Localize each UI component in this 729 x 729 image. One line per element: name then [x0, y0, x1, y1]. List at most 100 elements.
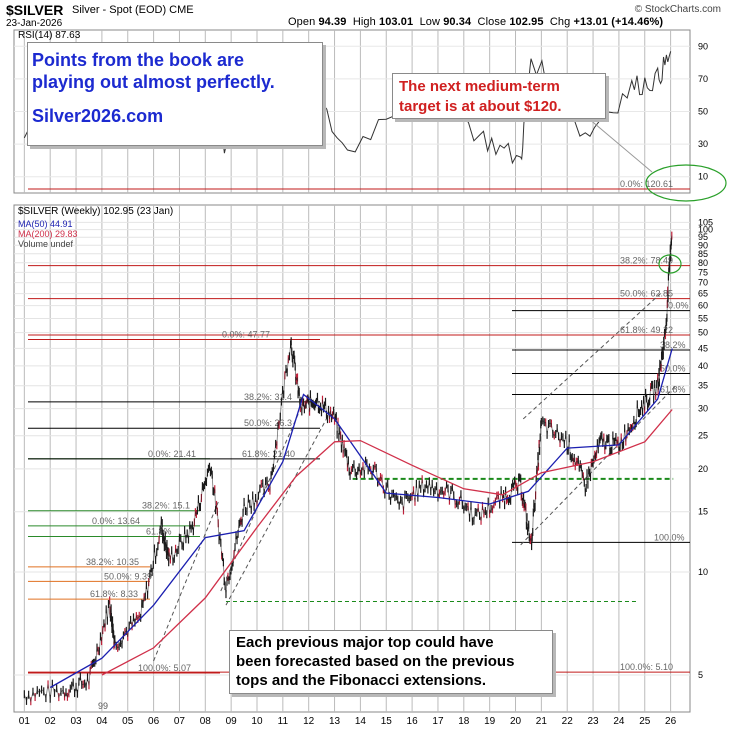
callout-left-line1: Points from the book are [32, 50, 245, 70]
y-tick-label: 60 [698, 301, 708, 311]
trend-channel-line [225, 408, 333, 606]
y-tick-label: 55 [698, 314, 708, 324]
y-tick-label: 65 [698, 289, 708, 299]
trend-channel-line [153, 501, 219, 662]
x-tick-label: 11 [278, 716, 289, 727]
target-ellipse [645, 164, 727, 202]
volume-legend: Volume undef [18, 239, 74, 249]
symbol-subtitle: Silver - Spot (EOD) CME [72, 4, 194, 16]
x-tick-label: 10 [251, 716, 263, 727]
y-tick-label: 70 [698, 278, 708, 288]
trend-channel-line [520, 385, 677, 546]
x-tick-label: 20 [510, 716, 522, 727]
y-tick-label: 50 [698, 328, 708, 338]
callout-target: The next medium-term target is at about … [392, 73, 606, 119]
ma200-line [101, 409, 673, 676]
x-tick-label: 19 [484, 716, 496, 727]
open-label: Open [288, 16, 316, 28]
x-tick-label: 15 [381, 716, 393, 727]
fib-level-label: 0.0%: 21.41 [148, 449, 196, 459]
fib-level-label: 38.2%: 31.4 [244, 392, 292, 402]
fib-ellipse [658, 254, 682, 274]
fib-level-label: 0.0% [668, 301, 689, 311]
y-tick-label: 100 [698, 225, 713, 235]
chg-label: Chg [549, 16, 571, 28]
callout-bottom-line2: been forecasted based on the previous [236, 653, 515, 670]
fib-level-label: 50.0% [660, 363, 686, 373]
trend-channel-line [220, 413, 299, 592]
callout-bottom-line3: tops and the Fibonacci extensions. [236, 672, 487, 689]
fib-level-label: 100.0%: 5.10 [620, 662, 673, 672]
stockcharts-watermark: © StockCharts.com [634, 4, 721, 15]
callout-right-line1: The next medium-term [399, 78, 560, 95]
fib-level-label: 61.8%: 8.33 [90, 589, 138, 599]
ma50-line [49, 348, 673, 689]
high-label: High [352, 16, 376, 28]
symbol-title: $SILVER [6, 2, 64, 18]
price-panel-frame [13, 204, 691, 713]
price-line [23, 235, 673, 703]
x-tick-label: 24 [613, 716, 625, 727]
callout-left-line3: Silver2026.com [32, 106, 164, 126]
fib-level-label: 100.0% [654, 532, 685, 542]
y-tick-label: 75 [698, 267, 708, 277]
fib-level-label: 61.8%: 21.40 [242, 449, 295, 459]
y-tick-label: 20 [698, 464, 708, 474]
fib-level-label: 50.0%: 9.39 [104, 571, 152, 581]
x-tick-label: 04 [96, 716, 108, 727]
x-tick-label: 08 [200, 716, 212, 727]
rsi-legend: RSI(14) 87.63 [18, 30, 81, 41]
x-tick-label: 06 [148, 716, 160, 727]
y-tick-label: 85 [698, 249, 708, 259]
y-tick-label: 105 [698, 217, 713, 227]
rsi-tick-label: 90 [698, 41, 708, 51]
x-tick-label: 01 [19, 716, 31, 727]
fib-level-label: 61.8% [146, 526, 172, 536]
rsi-tick-label: 10 [698, 172, 708, 182]
x-tick-label: 05 [122, 716, 134, 727]
fib-level-label: 100.0%: 5.07 [138, 663, 191, 673]
fib-level-label: 50.0%: 26.3 [244, 418, 292, 428]
y-tick-label: 35 [698, 381, 708, 391]
y-tick-label: 25 [698, 431, 708, 441]
x-tick-label: 09 [226, 716, 238, 727]
fib-level-label: 61.8%: 49.22 [620, 325, 673, 335]
x-tick-label: 02 [45, 716, 57, 727]
fib-level-label: 38.2% [660, 340, 686, 350]
open-value: 94.39 [318, 16, 347, 28]
fib-level-label: 38.2%: 15.1 [142, 501, 190, 511]
y-tick-label: 10 [698, 567, 708, 577]
fib-level-label: 0.0%: 47.77 [222, 329, 270, 339]
rsi-tick-label: 50 [698, 107, 708, 117]
close-value: 102.95 [509, 16, 544, 28]
fib-level-label: 38.2%: 10.35 [86, 557, 139, 567]
y-tick-label: 5 [698, 670, 703, 680]
x-tick-label: 25 [639, 716, 651, 727]
annotation-99: 99 [98, 701, 108, 711]
y-tick-label: 80 [698, 258, 708, 268]
price-legend: $SILVER (Weekly) 102.95 (23 Jan) [18, 206, 174, 217]
y-tick-label: 30 [698, 404, 708, 414]
x-tick-label: 13 [329, 716, 341, 727]
callout-right-line2: target is at about $120. [399, 98, 562, 115]
callout-left-line2: playing out almost perfectly. [32, 72, 275, 92]
x-tick-label: 12 [303, 716, 315, 727]
x-tick-label: 16 [407, 716, 419, 727]
callout-pointer [587, 117, 653, 173]
x-tick-label: 14 [355, 716, 367, 727]
callout-bottom-line1: Each previous major top could have [236, 634, 494, 651]
chg-value: +13.01 (+14.46%) [573, 16, 664, 28]
fib-level-label: 0.0%: 13.64 [92, 516, 140, 526]
rsi-tick-label: 70 [698, 74, 708, 84]
x-tick-label: 22 [562, 716, 574, 727]
x-tick-label: 17 [432, 716, 444, 727]
ma50-legend: MA(50) 44.91 [18, 219, 73, 229]
callout-fibonacci: Each previous major top could have been … [229, 630, 553, 694]
chart-date: 23-Jan-2026 [6, 18, 63, 29]
fib-level-label: 50.0%: 62.85 [620, 289, 673, 299]
x-tick-label: 03 [70, 716, 82, 727]
rsi-tick-label: 30 [698, 139, 708, 149]
trend-channel-line [522, 291, 664, 420]
y-tick-label: 95 [698, 232, 708, 242]
